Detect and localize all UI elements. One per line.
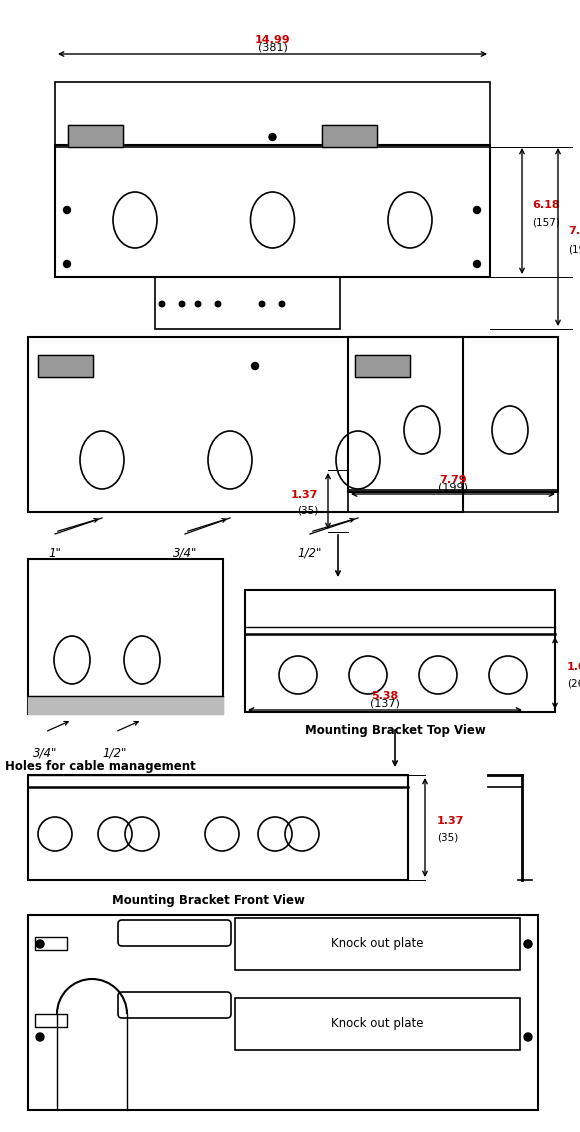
Bar [28, 559, 223, 714]
Text: 5.38: 5.38 [371, 691, 398, 701]
Text: 6.18: 6.18 [532, 200, 560, 211]
Circle shape [179, 301, 185, 307]
Circle shape [269, 134, 276, 140]
Text: 3/4": 3/4" [173, 547, 197, 560]
Text: Knock out plate: Knock out plate [331, 1018, 424, 1030]
Circle shape [252, 362, 259, 369]
Circle shape [36, 940, 44, 947]
Circle shape [524, 1034, 532, 1041]
Bar [155, 277, 340, 329]
Text: (192): (192) [568, 245, 580, 254]
Text: (26): (26) [567, 678, 580, 688]
Bar [38, 355, 93, 377]
Bar [55, 145, 490, 277]
Text: 7.55: 7.55 [568, 226, 580, 235]
Bar [322, 125, 377, 147]
Circle shape [63, 206, 71, 214]
Text: Mounting Bracket Front View: Mounting Bracket Front View [111, 894, 304, 907]
Circle shape [63, 260, 71, 267]
Text: 3/4": 3/4" [33, 746, 57, 758]
Polygon shape [28, 696, 223, 714]
Bar [28, 337, 463, 512]
Circle shape [195, 301, 201, 307]
Circle shape [473, 206, 480, 214]
Bar [68, 125, 123, 147]
Polygon shape [68, 125, 123, 147]
Circle shape [524, 940, 532, 947]
Polygon shape [322, 125, 377, 147]
Bar [35, 937, 67, 950]
Circle shape [259, 301, 265, 307]
Bar [55, 82, 490, 147]
Circle shape [279, 301, 285, 307]
Bar [235, 918, 520, 970]
Circle shape [159, 301, 165, 307]
Text: (137): (137) [370, 698, 400, 709]
Text: 1/2": 1/2" [298, 547, 322, 560]
Text: 7.79: 7.79 [439, 475, 467, 484]
Text: 14.99: 14.99 [255, 35, 291, 45]
Circle shape [473, 260, 480, 267]
Text: 1": 1" [49, 547, 61, 560]
Polygon shape [38, 355, 93, 377]
Text: Mounting Bracket Top View: Mounting Bracket Top View [304, 724, 485, 737]
Bar [348, 490, 558, 512]
Text: 1.37: 1.37 [437, 816, 465, 826]
Circle shape [36, 1034, 44, 1041]
Text: (157): (157) [532, 218, 560, 228]
Bar [35, 1014, 67, 1027]
Text: (381): (381) [258, 43, 288, 53]
Text: 1/2": 1/2" [103, 746, 127, 758]
Text: (199): (199) [438, 483, 468, 494]
Bar [245, 590, 555, 712]
Text: 1.37: 1.37 [291, 490, 318, 500]
Bar [235, 998, 520, 1050]
Polygon shape [355, 355, 410, 377]
Circle shape [215, 301, 221, 307]
Bar [355, 355, 410, 377]
Text: (35): (35) [297, 506, 318, 516]
Text: (35): (35) [437, 832, 458, 842]
Bar [28, 915, 538, 1110]
Text: Holes for cable management: Holes for cable management [5, 760, 196, 773]
Bar [348, 337, 558, 492]
Bar [28, 775, 408, 880]
Text: Knock out plate: Knock out plate [331, 937, 424, 951]
Text: 1.04: 1.04 [567, 662, 580, 672]
